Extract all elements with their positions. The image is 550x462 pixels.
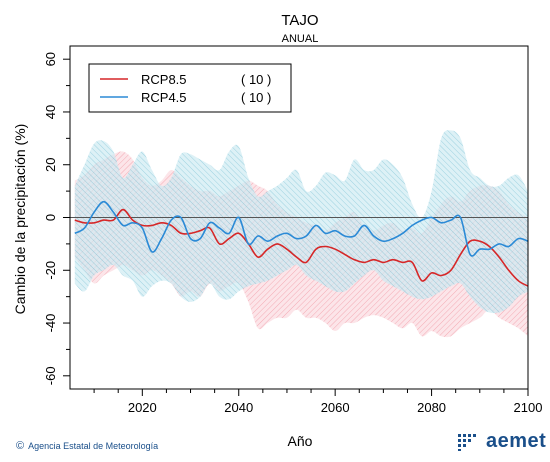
legend-label-rcp85: RCP8.5 — [141, 72, 187, 87]
x-axis: 2020 2040 2060 2080 2100 — [93, 389, 543, 415]
series-lines — [74, 200, 528, 287]
uncertainty-bands — [74, 130, 528, 338]
x-tick-label: 2100 — [514, 400, 543, 415]
legend-label-rcp45: RCP4.5 — [141, 90, 187, 105]
agency-name: Agencia Estatal de Meteorología — [28, 441, 159, 451]
series-line-rcp45 — [74, 200, 528, 257]
y-tick-label: 40 — [43, 105, 58, 119]
x-axis-label: Año — [288, 433, 313, 449]
legend-count-rcp85: ( 10 ) — [241, 72, 271, 87]
y-axis-label: Cambio de la precipitación (%) — [12, 124, 28, 315]
legend-box — [88, 63, 292, 113]
aemet-logo-icon — [458, 433, 476, 451]
x-tick-label: 2060 — [321, 400, 350, 415]
aemet-logo-block: aemet — [458, 430, 546, 453]
chart-subtitle: ANUAL — [282, 33, 319, 45]
y-tick-label: -40 — [43, 314, 58, 333]
y-axis: -60 -40 -20 0 20 40 60 — [43, 52, 70, 385]
legend-count-rcp45: ( 10 ) — [241, 90, 271, 105]
y-tick-label: 20 — [43, 157, 58, 171]
aemet-logo-text: aemet — [486, 430, 547, 452]
agency-credit: © Agencia Estatal de Meteorología — [16, 440, 158, 452]
y-tick-label: -20 — [43, 261, 58, 280]
series-line-rcp85 — [74, 208, 528, 287]
x-tick-label: 2080 — [417, 400, 446, 415]
x-tick-label: 2020 — [128, 400, 157, 415]
legend: RCP8.5 ( 10 ) RCP4.5 ( 10 ) — [88, 63, 292, 113]
chart-title: TAJO — [281, 12, 318, 29]
y-tick-label: -60 — [43, 366, 58, 385]
y-tick-label: 60 — [43, 52, 58, 66]
copyright-symbol: © — [16, 440, 25, 452]
y-tick-label: 0 — [43, 214, 58, 221]
x-tick-label: 2040 — [224, 400, 253, 415]
